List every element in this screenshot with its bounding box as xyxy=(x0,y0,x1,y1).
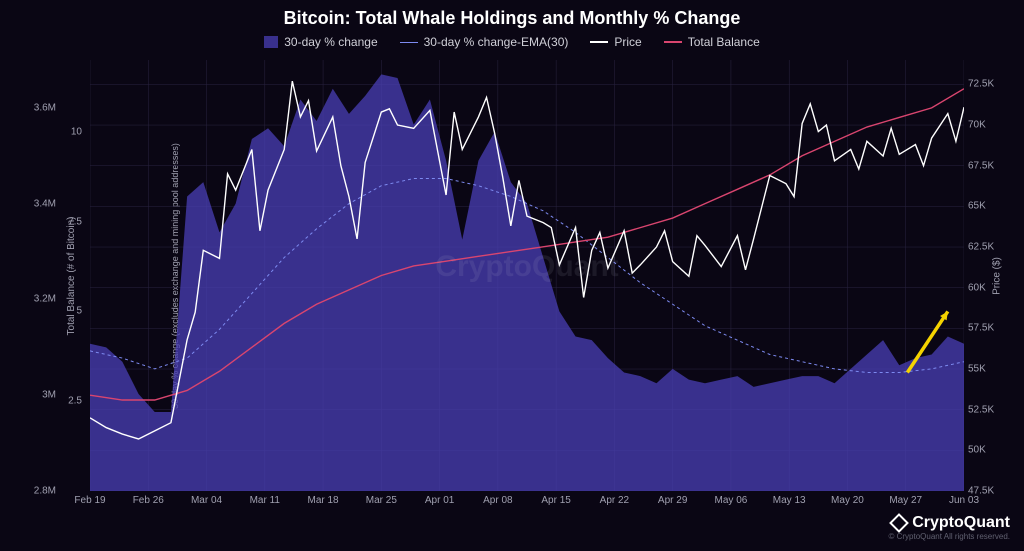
y-tick-price: 52.5K xyxy=(968,404,1008,415)
y-tick-balance: 3.2M xyxy=(26,294,56,305)
y-tick-price: 50K xyxy=(968,445,1008,456)
legend-item-pct: 30-day % change xyxy=(264,35,377,49)
x-tick: May 13 xyxy=(773,495,806,506)
branding-copyright: © CryptoQuant All rights reserved. xyxy=(889,532,1011,541)
legend-label: 30-day % change xyxy=(284,35,377,49)
y-tick-price: 62.5K xyxy=(968,242,1008,253)
legend-label: Price xyxy=(614,35,641,49)
chart-title: Bitcoin: Total Whale Holdings and Monthl… xyxy=(0,0,1024,29)
x-tick: May 20 xyxy=(831,495,864,506)
chart-svg xyxy=(90,60,964,491)
y-tick-pct: 7.5 xyxy=(62,216,82,227)
x-tick: Feb 26 xyxy=(133,495,164,506)
y-tick-pct: 5 xyxy=(62,306,82,317)
x-tick: Apr 08 xyxy=(483,495,512,506)
x-tick: Jun 03 xyxy=(949,495,979,506)
x-tick: Mar 18 xyxy=(308,495,339,506)
legend-label: Total Balance xyxy=(688,35,760,49)
legend-item-balance: Total Balance xyxy=(664,35,760,49)
x-tick: Mar 04 xyxy=(191,495,222,506)
x-tick: Feb 19 xyxy=(74,495,105,506)
y-tick-price: 72.5K xyxy=(968,79,1008,90)
branding: CryptoQuant © CryptoQuant All rights res… xyxy=(889,514,1011,541)
swatch-area-icon xyxy=(264,36,278,48)
x-tick: Apr 29 xyxy=(658,495,687,506)
branding-logo: CryptoQuant xyxy=(889,514,1011,532)
legend-item-price: Price xyxy=(590,35,641,49)
swatch-line-icon xyxy=(590,41,608,43)
y-tick-price: 70K xyxy=(968,120,1008,131)
y-tick-balance: 3M xyxy=(26,390,56,401)
legend: 30-day % change 30-day % change-EMA(30) … xyxy=(0,29,1024,53)
x-tick: Mar 11 xyxy=(250,495,280,506)
x-tick: Apr 15 xyxy=(541,495,570,506)
y-tick-price: 55K xyxy=(968,364,1008,375)
y-tick-price: 57.5K xyxy=(968,323,1008,334)
y-tick-balance: 3.6M xyxy=(26,102,56,113)
y-tick-balance: 2.8M xyxy=(26,486,56,497)
chart-area: CryptoQuant xyxy=(90,60,964,491)
legend-item-ema: 30-day % change-EMA(30) xyxy=(400,35,569,49)
x-tick: May 06 xyxy=(715,495,748,506)
swatch-line-icon xyxy=(400,42,418,43)
x-tick: Apr 22 xyxy=(600,495,629,506)
cube-icon xyxy=(889,513,909,533)
y-tick-pct: 10 xyxy=(62,126,82,137)
y-tick-price: 60K xyxy=(968,282,1008,293)
x-tick: May 27 xyxy=(889,495,922,506)
y-tick-price: 65K xyxy=(968,201,1008,212)
y-axis-label-balance: Total Balance (# of Bitcoin) xyxy=(66,216,77,335)
swatch-line-icon xyxy=(664,41,682,43)
x-tick: Mar 25 xyxy=(366,495,397,506)
y-tick-pct: 2.5 xyxy=(62,396,82,407)
legend-label: 30-day % change-EMA(30) xyxy=(424,35,569,49)
branding-text: CryptoQuant xyxy=(912,514,1010,532)
y-tick-balance: 3.4M xyxy=(26,198,56,209)
x-tick: Apr 01 xyxy=(425,495,454,506)
y-tick-price: 67.5K xyxy=(968,160,1008,171)
